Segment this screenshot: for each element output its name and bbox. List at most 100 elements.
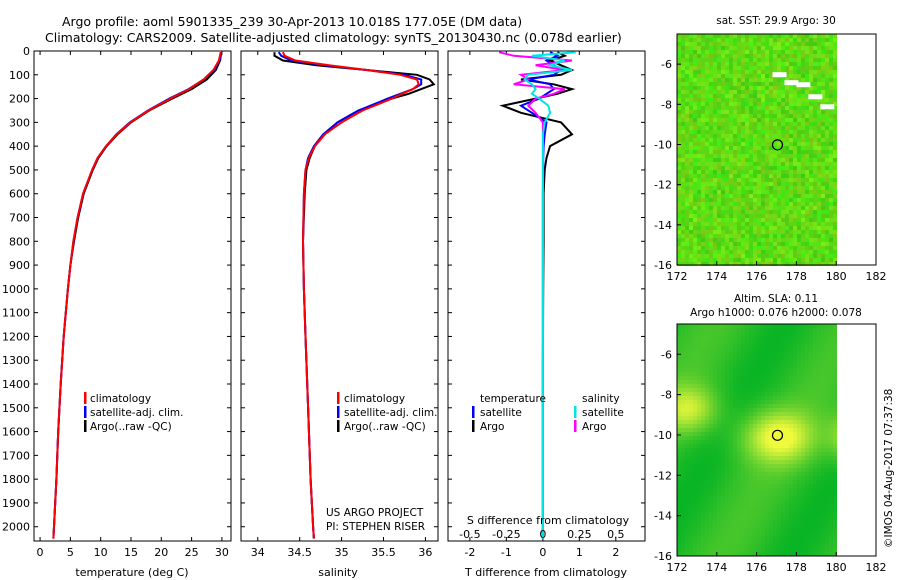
map-cell — [805, 544, 809, 548]
map-cell — [753, 150, 757, 154]
map-cell — [737, 404, 741, 408]
map-cell — [677, 258, 681, 262]
map-cell — [705, 130, 709, 134]
map-cell — [785, 202, 789, 206]
map-cell — [745, 492, 749, 496]
map-cell — [769, 222, 773, 226]
map-cell — [749, 214, 753, 218]
map-cell — [821, 416, 825, 420]
map-cell — [693, 364, 697, 368]
map-cell — [817, 360, 821, 364]
map-cell — [701, 78, 705, 82]
map-cell — [777, 328, 781, 332]
map-cell — [685, 262, 689, 266]
map-cell — [829, 432, 833, 436]
map-cell — [745, 332, 749, 336]
map-cell — [697, 118, 701, 122]
map-cell — [753, 528, 757, 532]
map-cell — [697, 150, 701, 154]
map-cell — [721, 504, 725, 508]
temperature-xtick-label: 0 — [37, 546, 44, 559]
map-cell — [801, 110, 805, 114]
map-cell — [753, 348, 757, 352]
map-cell — [825, 38, 829, 42]
map-cell — [689, 440, 693, 444]
map-cell — [761, 66, 765, 70]
map-cell — [725, 396, 729, 400]
map-cell — [781, 468, 785, 472]
map-cell — [777, 90, 781, 94]
map-cell — [825, 62, 829, 66]
map-cell — [809, 42, 813, 46]
map-cell — [693, 552, 697, 556]
map-cell — [725, 218, 729, 222]
map-cell — [797, 246, 801, 250]
map-cell — [701, 182, 705, 186]
map-cell — [765, 230, 769, 234]
map-cell — [761, 424, 765, 428]
map-cell — [797, 452, 801, 456]
depth-tick-label: 1800 — [2, 473, 30, 486]
map-cell — [753, 540, 757, 544]
map-cell — [741, 50, 745, 54]
map-cell — [801, 508, 805, 512]
map-cell — [713, 74, 717, 78]
map-cell — [793, 130, 797, 134]
map-cell — [793, 368, 797, 372]
map-cell — [761, 170, 765, 174]
map-cell — [689, 480, 693, 484]
map-cell — [813, 150, 817, 154]
map-cell — [825, 508, 829, 512]
map-cell — [725, 552, 729, 556]
map-cell — [717, 500, 721, 504]
map-cell — [745, 428, 749, 432]
map-cell — [749, 472, 753, 476]
map-cell — [697, 158, 701, 162]
map-cell — [693, 376, 697, 380]
map-cell — [677, 496, 681, 500]
map-cell — [697, 38, 701, 42]
map-cell — [681, 234, 685, 238]
depth-tick-label: 1000 — [2, 283, 30, 296]
map-cell — [701, 230, 705, 234]
map-cell — [677, 552, 681, 556]
map-cell — [757, 388, 761, 392]
map-cell — [733, 340, 737, 344]
map-cell — [717, 222, 721, 226]
map-cell — [801, 218, 805, 222]
map-cell — [693, 524, 697, 528]
map-cell — [789, 380, 793, 384]
map-cell — [677, 460, 681, 464]
map-cell — [709, 364, 713, 368]
map-cell — [817, 460, 821, 464]
map-cell — [753, 536, 757, 540]
map-cell — [761, 540, 765, 544]
map-cell — [781, 194, 785, 198]
map-cell — [749, 134, 753, 138]
map-cell — [701, 472, 705, 476]
map-cell — [749, 158, 753, 162]
map-cell — [717, 432, 721, 436]
map-cell — [741, 198, 745, 202]
map-cell — [737, 130, 741, 134]
depth-tick-label: 1700 — [2, 449, 30, 462]
map-cell — [825, 544, 829, 548]
map-cell — [701, 404, 705, 408]
map-cell — [821, 532, 825, 536]
map-cell — [709, 508, 713, 512]
map-cell — [737, 352, 741, 356]
map-cell — [681, 70, 685, 74]
map-cell — [745, 420, 749, 424]
map-cell — [805, 448, 809, 452]
map-cell — [833, 154, 837, 158]
map-cell — [701, 336, 705, 340]
map-cell — [821, 114, 825, 118]
depth-tick-label: 2000 — [2, 521, 30, 534]
map-cell — [689, 468, 693, 472]
map-cell — [761, 54, 765, 58]
map-cell — [697, 412, 701, 416]
map-cell — [717, 90, 721, 94]
map-cell — [745, 376, 749, 380]
map-cell — [757, 194, 761, 198]
map-cell — [725, 452, 729, 456]
